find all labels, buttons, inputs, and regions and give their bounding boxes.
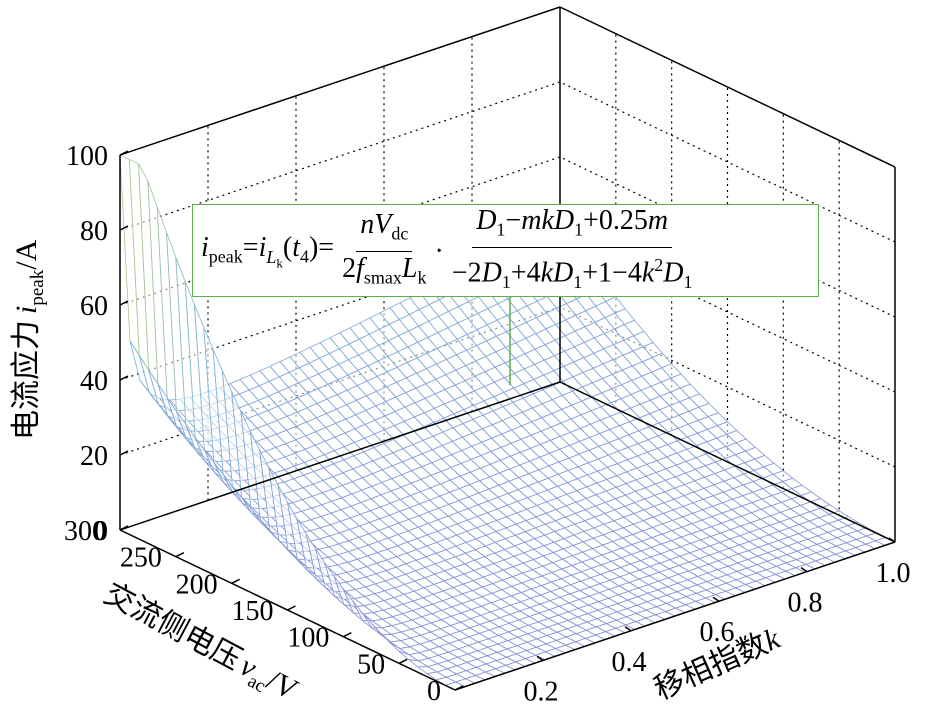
y-tick-label: 100	[287, 623, 329, 654]
y-tick-mark	[231, 578, 241, 585]
y-tick-mark	[454, 685, 464, 691]
z-tick-label: 60	[80, 291, 108, 322]
grid-line	[559, 231, 896, 393]
svg-text:电流应力ipeak/A: 电流应力ipeak/A	[9, 239, 48, 440]
y-tick-mark	[398, 658, 408, 665]
z-tick-mark	[119, 300, 129, 306]
y-tick-mark	[342, 631, 352, 638]
z-tick-label: 0	[94, 516, 108, 547]
z-tick-label: 80	[80, 216, 108, 247]
grid-line	[559, 156, 896, 318]
x-tick-mark	[536, 655, 544, 662]
x-tick-mark	[800, 566, 808, 573]
x-tick-label: 0.4	[612, 647, 647, 678]
y-tick-mark	[119, 525, 129, 531]
x-tick-label: 0.2	[524, 676, 559, 707]
x-tick-label: 0.8	[788, 588, 823, 619]
z-tick-label: 20	[80, 441, 108, 472]
z-tick-label: 40	[80, 366, 108, 397]
formula-dot: ·	[434, 235, 444, 267]
box-edge	[119, 6, 561, 156]
box-edge	[559, 6, 896, 168]
grid-line	[559, 306, 896, 468]
y-tick-label: 50	[357, 649, 385, 680]
x-tick-mark	[712, 596, 720, 602]
tick-layer: 0 20 40 60 80 100 0.2 0.4 0.6 0.8 1.0 0 50 100 150 200 2…	[64, 141, 911, 707]
y-tick-label: 300	[64, 516, 106, 547]
y-tick-label: 250	[120, 543, 162, 574]
y-tick-label: 200	[176, 569, 218, 600]
y-tick-label: 0	[427, 676, 441, 707]
box-edge	[119, 381, 561, 531]
box-edge	[559, 381, 896, 543]
x-tick-mark	[888, 537, 896, 543]
formula-lhs: ipeak=iLk(t4)=	[201, 231, 335, 271]
formula: ipeak=iLk(t4)= nVdc 2fsmaxLk · D1−mkD1+0…	[201, 205, 701, 298]
z-tick-mark	[119, 450, 129, 456]
y-tick-mark	[175, 551, 185, 558]
z-tick-label: 100	[66, 141, 108, 172]
formula-fraction-2: D1−mkD1+0.25m −2D1+4kD1+1−4k2D1	[451, 205, 693, 292]
y-tick-mark	[287, 605, 296, 611]
formula-fraction-1: nVdc 2fsmaxLk	[342, 209, 427, 288]
x-tick-label: 0.6	[700, 617, 735, 648]
z-tick-mark	[119, 225, 129, 231]
x-axis-line	[454, 541, 896, 691]
z-tick-mark	[119, 375, 129, 381]
z-axis-title: 电流应力ipeak/A	[9, 239, 48, 440]
x-tick-label: 1.0	[876, 558, 911, 589]
y-tick-label: 150	[232, 596, 274, 627]
formula-box: ipeak=iLk(t4)= nVdc 2fsmaxLk · D1−mkD1+0…	[192, 204, 819, 297]
z-tick-mark	[119, 150, 129, 156]
grid-line	[559, 81, 896, 243]
x-tick-mark	[624, 626, 632, 632]
